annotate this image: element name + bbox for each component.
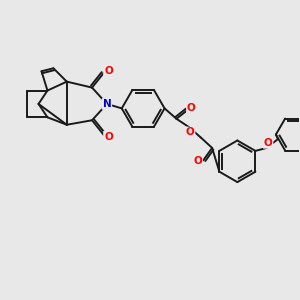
Text: O: O	[194, 156, 202, 166]
Text: O: O	[264, 138, 273, 148]
Text: O: O	[104, 132, 113, 142]
Text: O: O	[104, 66, 113, 76]
Text: N: N	[103, 99, 111, 109]
Text: O: O	[187, 103, 196, 113]
Text: O: O	[186, 128, 194, 137]
